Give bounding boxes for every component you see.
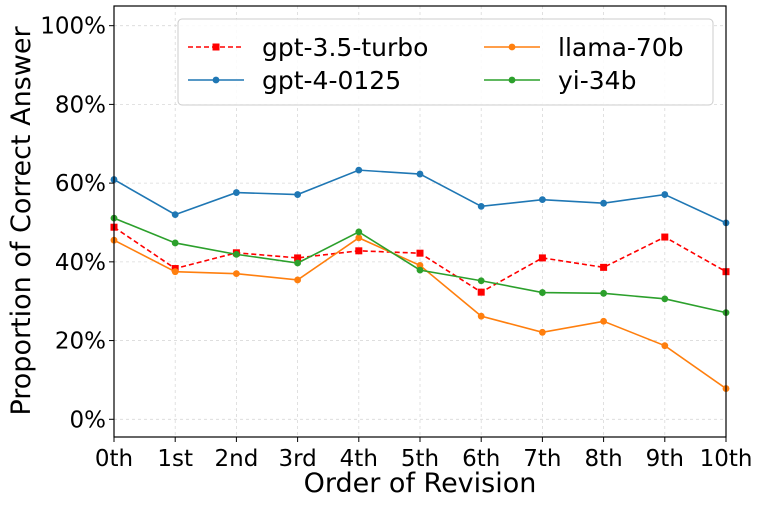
data-point <box>171 211 179 219</box>
data-point <box>539 289 546 296</box>
x-axis-title: Order of Revision <box>304 468 537 499</box>
x-tick-label: 6th <box>462 446 500 472</box>
legend-label: llama-70b <box>558 33 684 62</box>
data-point <box>661 342 669 350</box>
x-tick-label: 9th <box>646 446 684 472</box>
data-point <box>171 239 179 247</box>
data-point <box>477 202 485 210</box>
data-point <box>416 266 424 274</box>
y-axis: 0% 20% 40% 60% 80% 100% <box>40 14 114 433</box>
data-point <box>294 259 301 267</box>
data-point <box>355 228 363 236</box>
data-point <box>661 191 669 198</box>
legend-item: gpt-3.5-turbo <box>188 33 428 62</box>
legend: gpt-3.5-turbo gpt-4-0125 llama-70b yi-34b <box>177 18 714 106</box>
y-axis-title: Proportion of Correct Answer <box>6 26 37 416</box>
data-point <box>600 263 608 271</box>
data-point <box>233 250 240 258</box>
data-point <box>294 191 301 198</box>
data-point <box>538 254 546 262</box>
data-point <box>539 196 546 204</box>
data-point <box>355 166 363 174</box>
legend-label: gpt-4-0125 <box>262 66 401 95</box>
legend-label: gpt-3.5-turbo <box>262 33 428 62</box>
data-point <box>416 249 424 257</box>
data-point <box>416 170 424 178</box>
data-point <box>661 233 669 241</box>
x-tick-label: 8th <box>584 446 622 472</box>
legend-marker <box>212 43 220 51</box>
x-tick-label: 7th <box>523 446 561 472</box>
y-tick-label: 40% <box>55 250 106 276</box>
x-axis: 0th 1st 2nd 3rd 4th 5th 6th 7th 8th 9th 10th <box>95 437 753 472</box>
legend-marker <box>212 76 220 84</box>
legend-marker <box>508 43 516 51</box>
data-point <box>355 234 363 242</box>
data-point <box>477 288 485 296</box>
data-point <box>416 261 424 269</box>
y-tick-label: 100% <box>40 14 106 40</box>
data-point <box>477 312 485 320</box>
legend-marker <box>508 76 516 84</box>
series-gpt-4-0125 <box>110 166 730 227</box>
y-tick-label: 0% <box>70 407 107 433</box>
legend-box <box>177 18 714 106</box>
data-point <box>477 277 485 285</box>
series-llama-70b <box>110 234 730 392</box>
data-point <box>600 317 607 325</box>
data-point <box>233 270 240 278</box>
x-tick-label: 1st <box>157 446 193 472</box>
legend-label: yi-34b <box>558 66 636 95</box>
data-point <box>355 247 363 255</box>
legend-item: llama-70b <box>484 33 684 62</box>
data-point <box>600 289 607 297</box>
x-tick-label: 5th <box>401 446 439 472</box>
data-point <box>661 295 669 303</box>
series-line <box>113 169 727 224</box>
x-tick-label: 3rd <box>278 446 316 472</box>
series-layer <box>110 166 730 392</box>
y-tick-label: 60% <box>55 171 106 197</box>
legend-item: gpt-4-0125 <box>188 66 401 95</box>
y-tick-label: 20% <box>55 329 106 355</box>
data-point <box>233 189 240 196</box>
y-tick-label: 80% <box>55 92 106 118</box>
x-tick-label: 2nd <box>214 446 258 472</box>
data-point <box>539 328 546 336</box>
x-tick-label: 0th <box>95 446 133 472</box>
data-point <box>294 254 302 262</box>
x-tick-label: 10th <box>700 446 753 472</box>
data-point <box>294 276 301 284</box>
legend-item: yi-34b <box>484 66 636 95</box>
data-point <box>171 268 179 276</box>
data-point <box>600 199 607 207</box>
x-tick-label: 4th <box>340 446 378 472</box>
